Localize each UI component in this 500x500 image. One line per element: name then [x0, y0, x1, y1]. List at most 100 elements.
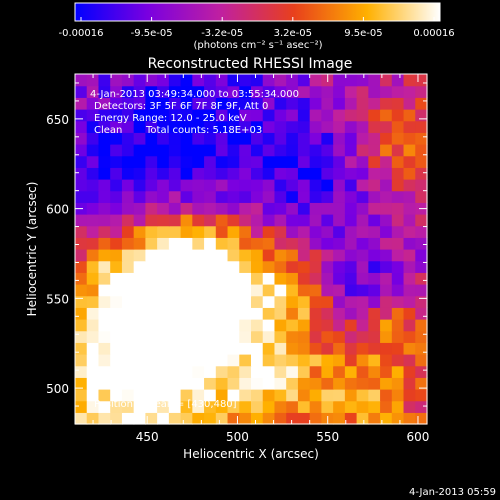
heatmap-cell — [415, 377, 428, 390]
heatmap-cell — [145, 225, 158, 238]
heatmap-cell — [215, 155, 229, 168]
heatmap-cell — [403, 260, 416, 273]
heatmap-cell — [110, 74, 123, 87]
heatmap-cell — [368, 330, 381, 343]
heatmap-cell — [168, 132, 182, 145]
heatmap-cell — [380, 260, 393, 273]
heatmap-cell — [121, 214, 135, 227]
heatmap-cell — [145, 120, 158, 133]
heatmap-cell — [180, 155, 193, 168]
heatmap-cell — [262, 319, 276, 332]
heatmap-cell — [321, 307, 334, 320]
heatmap-cell — [121, 330, 135, 343]
heatmap-cell — [227, 97, 240, 110]
heatmap-cell — [133, 237, 146, 250]
heatmap-cell — [192, 74, 205, 87]
heatmap-cell — [180, 307, 193, 320]
heatmap-cell — [86, 190, 100, 203]
heatmap-cell — [274, 120, 287, 133]
heatmap-cell — [391, 319, 405, 332]
heatmap-cell — [380, 132, 393, 145]
heatmap-cell — [356, 295, 369, 308]
heatmap-cell — [204, 155, 217, 168]
annotation-counts: Total counts: 5.18E+03 — [145, 125, 262, 136]
heatmap-cell — [133, 144, 146, 157]
heatmap-cell — [227, 214, 240, 227]
heatmap-cell — [321, 109, 334, 122]
heatmap-cell — [215, 249, 229, 262]
heatmap-cell — [239, 330, 252, 343]
heatmap-cell — [180, 85, 193, 98]
heatmap-cell — [133, 120, 146, 133]
heatmap-cell — [321, 365, 334, 378]
heatmap-cell — [262, 295, 276, 308]
plot-frame — [74, 73, 428, 425]
heatmap-cell — [215, 272, 229, 285]
heatmap-cell — [215, 412, 229, 425]
heatmap-cell — [321, 319, 334, 332]
heatmap-cell — [157, 354, 170, 367]
heatmap-cell — [204, 120, 217, 133]
heatmap-cell — [415, 284, 428, 297]
heatmap-cell — [180, 237, 193, 250]
heatmap-cell — [391, 190, 405, 203]
heatmap-cell — [133, 74, 146, 87]
heatmap-cell — [98, 319, 111, 332]
heatmap-cell — [86, 109, 100, 122]
heatmap-cell — [192, 377, 205, 390]
heatmap-cell — [262, 144, 276, 157]
heatmap-cell — [297, 400, 311, 413]
heatmap-cell — [157, 389, 170, 402]
heatmap-cell — [157, 225, 170, 238]
heatmap-cell — [321, 190, 334, 203]
heatmap-cell — [98, 132, 111, 145]
heatmap-cell — [309, 132, 322, 145]
heatmap-cell — [192, 85, 205, 98]
heatmap-cell — [403, 132, 416, 145]
heatmap-cell — [321, 272, 334, 285]
heatmap-cell — [75, 377, 88, 390]
heatmap-cell — [157, 144, 170, 157]
x-axis-label: Heliocentric X (arcsec) — [183, 447, 319, 461]
heatmap-cell — [309, 319, 322, 332]
heatmap-cell — [403, 365, 416, 378]
heatmap-cell — [380, 319, 393, 332]
heatmap-cell — [192, 412, 205, 425]
heatmap-cell — [86, 412, 100, 425]
heatmap-cell — [227, 74, 240, 87]
heatmap-cell — [227, 295, 240, 308]
heatmap-cell — [98, 179, 111, 192]
heatmap-cell — [356, 74, 369, 87]
heatmap-cell — [380, 74, 393, 87]
heatmap-cell — [168, 179, 182, 192]
heatmap-cell — [415, 365, 428, 378]
heatmap-cell — [204, 365, 217, 378]
heatmap-cell — [286, 109, 299, 122]
heatmap-cell — [391, 85, 405, 98]
heatmap-cell — [391, 144, 405, 157]
heatmap-cell — [403, 179, 416, 192]
heatmap-cell — [157, 132, 170, 145]
heatmap-cell — [309, 400, 322, 413]
heatmap-cell — [368, 272, 381, 285]
y-tick-label: 550 — [46, 292, 69, 306]
heatmap-cell — [98, 190, 111, 203]
heatmap-cell — [274, 97, 287, 110]
heatmap-cell — [145, 202, 158, 215]
heatmap-cell — [391, 109, 405, 122]
heatmap-cell — [227, 155, 240, 168]
heatmap-cell — [168, 237, 182, 250]
heatmap-cell — [75, 120, 88, 133]
heatmap-cell — [98, 214, 111, 227]
y-tick-label: 600 — [46, 203, 69, 217]
heatmap-cell — [75, 225, 88, 238]
heatmap-cell — [321, 354, 334, 367]
heatmap-cell — [262, 85, 276, 98]
heatmap-cell — [168, 214, 182, 227]
heatmap-cell — [192, 202, 205, 215]
heatmap-cell — [204, 412, 217, 425]
heatmap-cell — [204, 202, 217, 215]
heatmap-cell — [98, 85, 111, 98]
heatmap-cell — [121, 132, 135, 145]
heatmap-cell — [368, 97, 381, 110]
